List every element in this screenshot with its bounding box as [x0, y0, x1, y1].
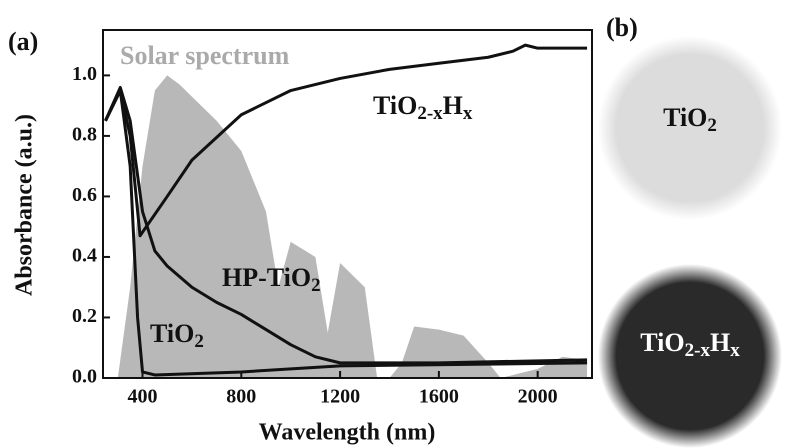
x-tick-label: 400 [128, 386, 158, 408]
annotation: TiO2-xHx [640, 328, 740, 361]
subscript: 2 [311, 275, 321, 296]
tio2-xhx-sample [598, 264, 782, 448]
annotation: HP-TiO2 [222, 263, 321, 296]
y-axis-title: Absorbance (a.u.) [12, 114, 38, 296]
y-tick-label: 1.0 [72, 63, 97, 85]
x-axis-title: Wavelength (nm) [259, 420, 436, 446]
absorbance-line [104, 85, 588, 365]
y-tick-label: 0.8 [72, 124, 97, 146]
series-label: Solar spectrum [120, 41, 290, 70]
text-part: HP-TiO [222, 263, 311, 292]
subscript: 2 [707, 115, 717, 136]
text-part: TiO [663, 103, 707, 132]
subscript: 2-x [417, 103, 443, 124]
y-tick-label: 0.6 [72, 184, 97, 206]
subscript: 2-x [685, 340, 711, 361]
annotation: TiO2 [663, 103, 717, 136]
solar-spectrum-area [117, 75, 588, 379]
y-tick-label: 0.2 [72, 305, 97, 327]
panel-label: (b) [606, 13, 638, 42]
plot-frame [102, 29, 593, 379]
tio2-sample [598, 36, 782, 220]
text-part: TiO [150, 319, 194, 348]
text-part: H [710, 328, 730, 357]
y-tick-label: 0.0 [72, 366, 97, 388]
subscript: 2 [194, 331, 204, 352]
x-tick-label: 2000 [518, 386, 558, 408]
annotation: TiO2-xHx [373, 91, 473, 124]
subscript: x [730, 340, 740, 361]
x-tick-label: 1200 [320, 386, 360, 408]
annotation: TiO2 [150, 319, 204, 352]
y-tick-label: 0.4 [72, 245, 97, 267]
text-part: TiO [373, 91, 417, 120]
text-part: TiO [640, 328, 684, 357]
panel-label: (a) [8, 27, 38, 56]
subscript: x [463, 103, 473, 124]
absorbance-line [104, 43, 588, 238]
x-tick-label: 800 [226, 386, 256, 408]
x-tick-label: 1600 [419, 386, 459, 408]
text-part: H [443, 91, 463, 120]
